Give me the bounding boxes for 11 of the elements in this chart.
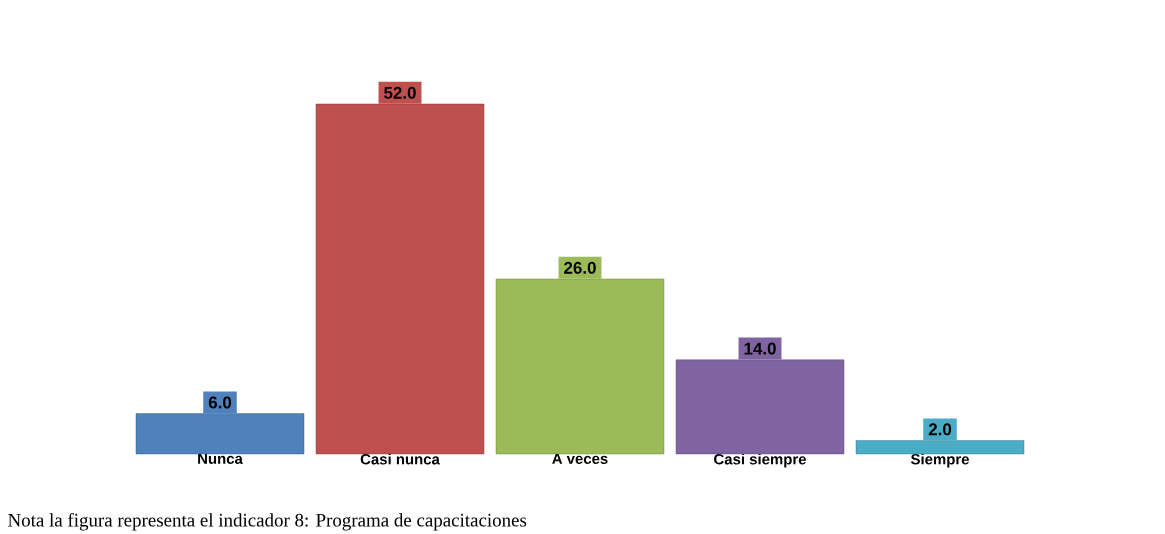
data-label: 52.0 (384, 86, 416, 99)
data-label: 14.0 (744, 342, 776, 355)
x-tick-label: Siempre (910, 453, 969, 468)
x-tick-label: Casi siempre (714, 453, 806, 468)
x-tick-label: A veces (552, 453, 608, 464)
data-label: 26.0 (564, 261, 596, 274)
data-label: 6.0 (208, 396, 232, 409)
x-tick-label: Nunca (198, 453, 243, 464)
x-tick-label: Casi nunca (360, 453, 440, 465)
text: Nota la figura representa el indicador 8: Programa de capacitaciones (8, 513, 527, 531)
data-label: 2.0 (928, 423, 952, 436)
